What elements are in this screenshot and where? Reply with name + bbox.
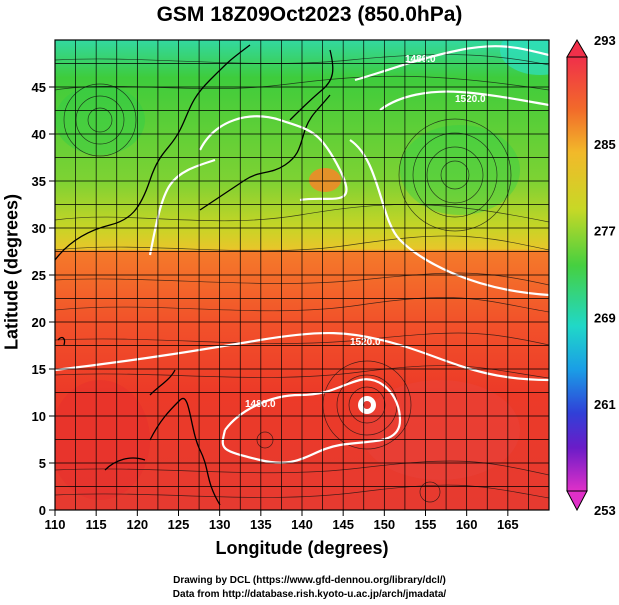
colorbar-label: 293: [594, 33, 616, 48]
colorbar-label: 269: [594, 310, 616, 325]
y-tick-label: 35: [32, 174, 46, 189]
y-tick-label: 10: [32, 409, 46, 424]
y-tick-label: 20: [32, 315, 46, 330]
x-tick-label: 155: [415, 517, 437, 532]
x-tick-label: 110: [45, 517, 66, 532]
x-axis-label: Longitude (degrees): [215, 538, 389, 558]
credit-line-2: Data from http://database.rish.kyoto-u.a…: [172, 589, 447, 600]
colorbar: 293 285 277 269 261 253: [566, 33, 616, 518]
chart-title: GSM 18Z09Oct2023 (850.0hPa): [156, 3, 463, 26]
temperature-contours: [55, 45, 549, 464]
coastlines: [55, 44, 334, 506]
x-tick-label: 115: [86, 517, 107, 532]
x-tick-label: 140: [291, 517, 313, 532]
y-tick-label: 0: [39, 503, 46, 518]
y-tick-label: 5: [39, 456, 46, 471]
x-tick-label: 145: [332, 517, 354, 532]
typhoon-center: [358, 396, 376, 414]
x-tick-label: 130: [209, 517, 231, 532]
colorbar-label: 277: [594, 224, 616, 239]
x-tick-label: 135: [250, 517, 272, 532]
colorbar-label: 261: [594, 397, 616, 412]
credit-line-1: Drawing by DCL (https://www.gfd-dennou.o…: [173, 575, 446, 586]
x-tick-label: 120: [126, 517, 148, 532]
contour-label: 1480.0: [405, 54, 436, 65]
y-tick-label: 45: [32, 80, 46, 95]
y-tick-label: 15: [32, 362, 46, 377]
colorbar-label: 285: [594, 137, 616, 152]
x-tick-label: 165: [497, 517, 519, 532]
y-tick-label: 30: [32, 221, 46, 236]
x-tick-label: 150: [373, 517, 395, 532]
x-axis-ticks: 110 115 120 125 130 135 140 145 150 155 160 165: [45, 510, 519, 532]
y-axis-ticks: 0 5 10 15 20 25 30 35 40 45: [32, 80, 55, 518]
grid-lines: [55, 40, 549, 510]
y-tick-label: 25: [32, 268, 46, 283]
contour-label: 1520.0: [455, 94, 486, 105]
x-tick-label: 160: [456, 517, 478, 532]
contour-label: 1520.0: [350, 337, 381, 348]
y-tick-label: 40: [32, 127, 46, 142]
colorbar-label: 253: [594, 503, 616, 518]
x-tick-label: 125: [168, 517, 190, 532]
